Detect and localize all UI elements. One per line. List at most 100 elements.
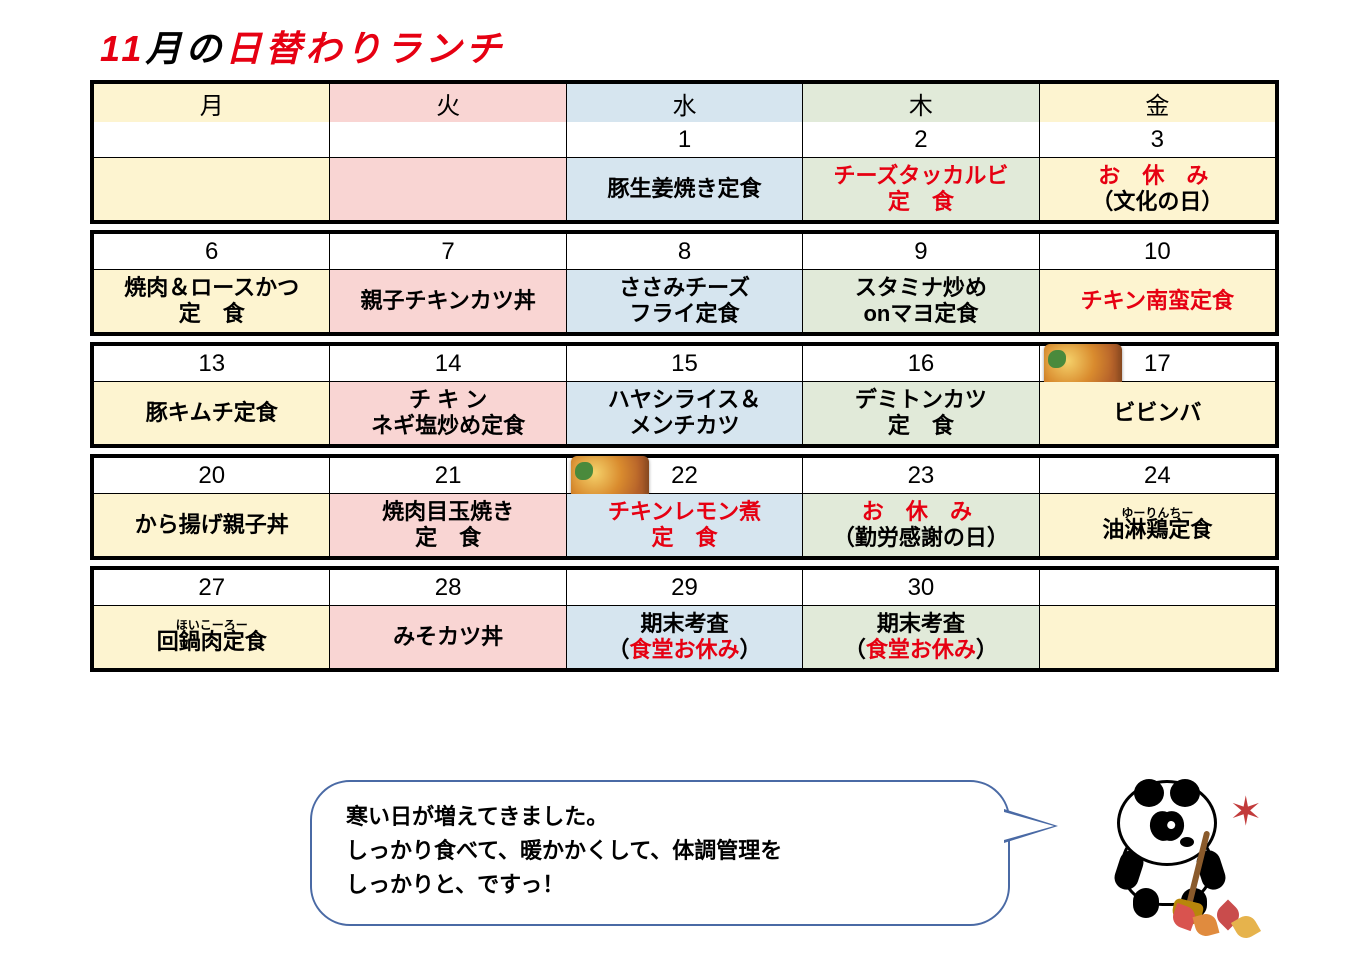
menu-text: 定 食	[652, 525, 718, 551]
menu-cell: チ キ ン ネギ塩炒め定食	[330, 382, 566, 444]
date-cell: 28	[330, 570, 566, 606]
maple-leaf-icon: ✶	[1229, 792, 1269, 832]
menu-text: 焼肉目玉焼き	[382, 499, 514, 525]
menu-cell: 焼肉＆ロースかつ 定 食	[94, 270, 330, 332]
date-cell	[330, 122, 566, 158]
date-cell: 24	[1040, 458, 1275, 494]
menu-text: 定 食	[888, 189, 954, 215]
message-bubble: 寒い日が増えてきました。 しっかり食べて、暖かかくして、体調管理を しっかりと、…	[310, 780, 1010, 926]
menu-text: メンチカツ	[630, 413, 740, 439]
menu-text: 定 食	[415, 525, 481, 551]
menu-sub: （文化の日）	[1091, 189, 1223, 215]
date-cell: 3	[1040, 122, 1275, 158]
menu-text: 期末考査	[641, 611, 729, 637]
date-cell	[1040, 570, 1275, 606]
menu-text: ビビンバ	[1113, 400, 1201, 426]
menu-cell: スタミナ炒め onマヨ定食	[803, 270, 1039, 332]
menu-text: 定 食	[179, 301, 245, 327]
header-week: 月 火 水 木 金 1 2 3 豚生姜焼き定食 チーズタッカルビ 定 食 お 休…	[90, 80, 1279, 224]
date-cell: 13	[94, 346, 330, 382]
date-cell: 27	[94, 570, 330, 606]
menu-text: お 休 み	[862, 499, 980, 525]
menu-text: チキンレモン煮	[608, 499, 761, 525]
menu-text: 油淋鶏定食	[1102, 517, 1212, 543]
week-row: 20 21 22 23 24 から揚げ親子丼 焼肉目玉焼き 定 食 チキンレモン…	[90, 454, 1279, 560]
date-cell	[94, 122, 330, 158]
menu-cell	[330, 158, 566, 220]
menu-cell: ハヤシライス＆ メンチカツ	[567, 382, 803, 444]
menu-text: 親子チキンカツ丼	[360, 288, 535, 314]
menu-cell: お 休 み （勤労感謝の日）	[803, 494, 1039, 556]
date-cell: 15	[567, 346, 803, 382]
menu-text: 豚生姜焼き定食	[608, 176, 762, 202]
menu-text: チキン南蛮定食	[1081, 288, 1234, 314]
week-row: 13 14 15 16 17 豚キムチ定食 チ キ ン ネギ塩炒め定食 ハヤシラ…	[90, 342, 1279, 448]
menu-text: ハヤシライス＆	[608, 387, 761, 413]
col-header-wed: 水	[567, 84, 803, 122]
menu-sub: （勤労感謝の日）	[833, 525, 1009, 551]
menu-text: お 休 み	[1098, 163, 1216, 189]
week-row: 6 7 8 9 10 焼肉＆ロースかつ 定 食 親子チキンカツ丼 ささみチーズ …	[90, 230, 1279, 336]
date-cell: 23	[803, 458, 1039, 494]
menu-cell: ビビンバ	[1040, 382, 1275, 444]
menu-text: onマヨ定食	[863, 301, 978, 327]
menu-text: みそカツ丼	[393, 624, 503, 650]
bubble-line: 寒い日が増えてきました。	[346, 800, 974, 834]
title-tsuki: 月の	[145, 28, 225, 69]
bubble-line: しっかりと、ですっ！	[346, 868, 974, 902]
menu-sub: （食堂お休み）	[844, 637, 998, 663]
menu-text: 期末考査	[877, 611, 965, 637]
menu-text: から揚げ親子丼	[135, 512, 289, 538]
date-text: 22	[671, 462, 698, 490]
lunch-calendar: 月 火 水 木 金 1 2 3 豚生姜焼き定食 チーズタッカルビ 定 食 お 休…	[90, 80, 1279, 672]
bubble-line: しっかり食べて、暖かかくして、体調管理を	[346, 834, 974, 868]
date-cell: 20	[94, 458, 330, 494]
page-title: 11月の日替わりランチ	[100, 20, 1279, 72]
menu-cell: 焼肉目玉焼き 定 食	[330, 494, 566, 556]
date-cell: 14	[330, 346, 566, 382]
col-header-tue: 火	[330, 84, 566, 122]
date-cell: 21	[330, 458, 566, 494]
menu-cell	[94, 158, 330, 220]
menu-text: チーズタッカルビ	[833, 163, 1008, 189]
menu-text: 定 食	[888, 413, 954, 439]
date-cell: 1	[567, 122, 803, 158]
date-cell: 29	[567, 570, 803, 606]
title-rest: 日替わりランチ	[225, 28, 505, 69]
menu-cell	[1040, 606, 1275, 668]
date-cell: 16	[803, 346, 1039, 382]
bubble-body: 寒い日が増えてきました。 しっかり食べて、暖かかくして、体調管理を しっかりと、…	[310, 780, 1010, 926]
date-cell: 6	[94, 234, 330, 270]
autumn-leaves-icon	[1173, 900, 1273, 940]
date-cell: 22	[567, 458, 803, 494]
menu-cell: 親子チキンカツ丼	[330, 270, 566, 332]
title-month: 11	[100, 28, 145, 69]
menu-text: デミトンカツ	[855, 387, 987, 413]
menu-cell: ほいこーろー 回鍋肉定食	[94, 606, 330, 668]
col-header-thu: 木	[803, 84, 1039, 122]
menu-text: 回鍋肉定食	[157, 629, 267, 655]
menu-cell: チキンレモン煮 定 食	[567, 494, 803, 556]
menu-cell: 期末考査 （食堂お休み）	[567, 606, 803, 668]
menu-sub: （食堂お休み）	[607, 637, 761, 663]
menu-cell: ゆーりんちー 油淋鶏定食	[1040, 494, 1275, 556]
menu-cell: みそカツ丼	[330, 606, 566, 668]
menu-cell: 豚キムチ定食	[94, 382, 330, 444]
date-cell: 10	[1040, 234, 1275, 270]
date-cell: 7	[330, 234, 566, 270]
menu-cell: デミトンカツ 定 食	[803, 382, 1039, 444]
menu-text: スタミナ炒め	[855, 275, 987, 301]
date-cell: 30	[803, 570, 1039, 606]
date-cell: 8	[567, 234, 803, 270]
menu-text: ネギ塩炒め定食	[371, 413, 525, 439]
menu-cell: 豚生姜焼き定食	[567, 158, 803, 220]
col-header-mon: 月	[94, 84, 330, 122]
menu-cell: から揚げ親子丼	[94, 494, 330, 556]
menu-text: 焼肉＆ロースかつ	[124, 275, 299, 301]
menu-cell: 期末考査 （食堂お休み）	[803, 606, 1039, 668]
menu-text: 豚キムチ定食	[146, 400, 278, 426]
menu-cell: チキン南蛮定食	[1040, 270, 1275, 332]
col-header-fri: 金	[1040, 84, 1275, 122]
date-cell: 17	[1040, 346, 1275, 382]
menu-cell: チーズタッカルビ 定 食	[803, 158, 1039, 220]
